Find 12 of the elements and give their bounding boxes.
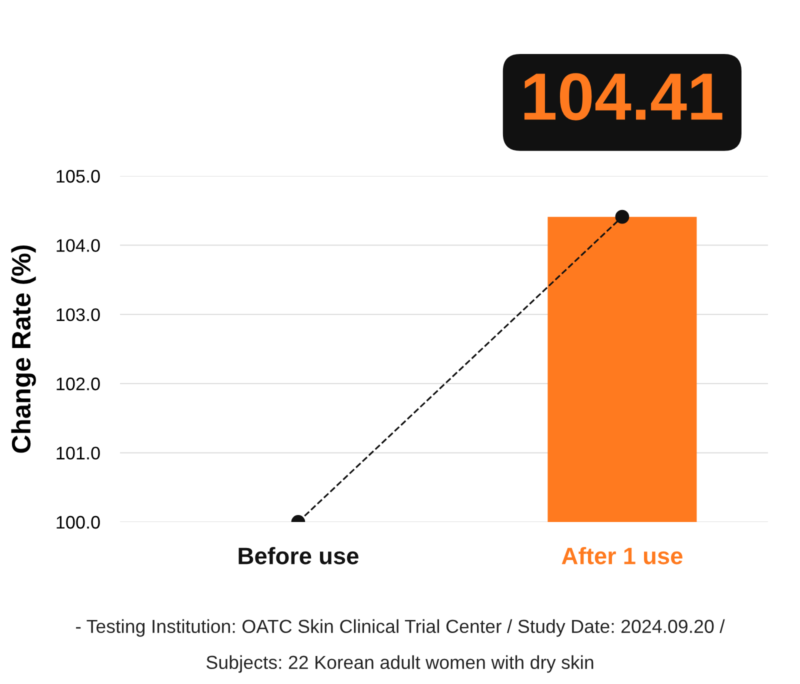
y-tick-label: 101.0 (56, 446, 100, 460)
y-tick-label: 104.0 (56, 239, 100, 252)
text: Subjects: 22 Korean adult women with dry skin (206, 655, 594, 673)
data-label: 104.41 (524, 73, 722, 120)
text: - Testing Institution: OATC Skin Clinical Trial Center / Study Date: 2024.09.20 / (76, 619, 725, 637)
y-axis-title: Change Rate (%) (11, 245, 36, 453)
y-tick-label: 100.0 (56, 516, 100, 529)
x-tick-label: Before use (238, 547, 358, 564)
y-tick-label: 103.0 (56, 308, 100, 322)
x-tick-label: After 1 use (562, 547, 682, 564)
y-tick-label: 102.0 (56, 378, 100, 390)
y-tick-label: 105.0 (56, 170, 100, 183)
